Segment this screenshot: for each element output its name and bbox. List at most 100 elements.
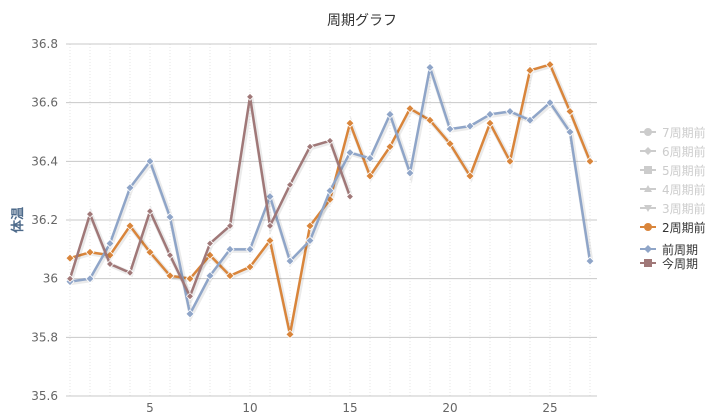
data-point xyxy=(185,309,195,319)
data-point xyxy=(125,183,135,193)
data-point xyxy=(225,271,235,281)
legend-diamond-icon xyxy=(644,245,652,253)
data-point xyxy=(165,271,175,281)
data-point xyxy=(405,168,415,178)
data-point xyxy=(245,244,255,254)
legend-item[interactable]: 4周期前 xyxy=(640,182,706,197)
data-point xyxy=(265,191,275,202)
legend-item[interactable]: 前周期 xyxy=(640,242,698,257)
legend-triangle-icon xyxy=(644,185,652,192)
legend-label: 前周期 xyxy=(662,242,698,257)
data-point xyxy=(465,121,475,131)
legend-label: 6周期前 xyxy=(662,144,706,159)
chart-title: 周期グラフ xyxy=(327,13,397,29)
data-point xyxy=(425,115,435,125)
legend-square-icon xyxy=(644,259,652,267)
data-point xyxy=(325,136,335,145)
data-point xyxy=(585,256,595,266)
legend-item[interactable]: 今周期 xyxy=(640,256,698,271)
data-point xyxy=(65,253,75,263)
data-point xyxy=(445,124,455,134)
y-tick-label: 35.6 xyxy=(31,389,58,403)
data-point xyxy=(245,262,255,272)
data-point xyxy=(145,156,155,166)
y-tick-label: 36.2 xyxy=(31,213,58,227)
y-tick-label: 36.4 xyxy=(31,154,58,168)
data-point xyxy=(205,271,215,281)
legend-label: 5周期前 xyxy=(662,163,706,178)
data-point xyxy=(345,118,355,128)
data-point xyxy=(225,244,235,254)
data-point xyxy=(105,238,115,249)
legend-circle-icon xyxy=(644,223,652,231)
series-lines xyxy=(65,59,595,339)
data-point xyxy=(285,180,295,189)
data-point xyxy=(585,156,595,166)
y-axis-label: 体温 xyxy=(10,207,26,233)
legend-item[interactable]: 3周期前 xyxy=(640,201,706,216)
legend-item[interactable]: 2周期前 xyxy=(640,220,706,235)
data-point xyxy=(285,329,295,339)
legend-circle-icon xyxy=(644,128,652,136)
data-point xyxy=(245,92,255,101)
data-point xyxy=(165,251,175,260)
data-point xyxy=(545,59,555,70)
data-point xyxy=(505,156,515,166)
data-point xyxy=(485,118,495,128)
data-point xyxy=(365,153,375,163)
data-point xyxy=(525,115,535,125)
data-point xyxy=(145,207,155,216)
y-tick-label: 36.8 xyxy=(31,37,58,51)
data-point xyxy=(345,192,355,201)
data-point xyxy=(565,127,575,137)
legend-triangle-down-icon xyxy=(644,205,652,212)
data-point xyxy=(525,65,535,75)
data-point xyxy=(385,142,395,152)
data-point xyxy=(385,109,395,119)
legend-item[interactable]: 7周期前 xyxy=(640,125,706,140)
y-tick-label: 36.6 xyxy=(31,96,58,110)
data-point xyxy=(305,235,315,246)
y-tick-label: 36 xyxy=(43,272,58,286)
data-point xyxy=(545,98,555,108)
data-point xyxy=(125,221,135,231)
x-tick-label: 15 xyxy=(342,401,357,415)
data-point xyxy=(185,292,195,301)
legend-label: 4周期前 xyxy=(662,182,706,197)
x-tick-label: 5 xyxy=(146,401,154,415)
data-point xyxy=(305,221,315,231)
data-point xyxy=(345,147,355,158)
data-point xyxy=(265,235,275,246)
x-ticks: 5 10 15 20 25 xyxy=(146,401,557,415)
data-point xyxy=(505,106,515,117)
data-point xyxy=(105,250,115,260)
data-point xyxy=(205,239,215,248)
legend-label: 7周期前 xyxy=(662,125,706,140)
y-ticks: 35.6 35.8 36 36.2 36.4 36.6 36.8 xyxy=(31,37,58,403)
data-point xyxy=(85,274,95,284)
legend-label: 3周期前 xyxy=(662,201,706,216)
legend-item[interactable]: 5周期前 xyxy=(640,163,706,178)
series-shadow xyxy=(68,97,354,304)
data-point xyxy=(485,109,495,119)
data-point xyxy=(465,171,475,181)
legend-label: 今周期 xyxy=(662,256,698,271)
x-tick-label: 25 xyxy=(542,401,557,415)
legend-item[interactable]: 6周期前 xyxy=(640,144,706,159)
legend-diamond-icon xyxy=(644,147,652,155)
data-point xyxy=(85,247,95,257)
data-point xyxy=(405,103,415,114)
data-point xyxy=(185,274,195,284)
data-point xyxy=(285,256,295,266)
data-point xyxy=(305,142,315,151)
data-point xyxy=(145,247,155,257)
y-tick-label: 35.8 xyxy=(31,330,58,344)
data-point xyxy=(365,171,375,181)
legend-square-icon xyxy=(644,166,652,174)
data-point xyxy=(565,106,575,117)
data-point xyxy=(165,212,175,222)
data-point xyxy=(265,221,275,230)
data-point xyxy=(125,268,135,277)
